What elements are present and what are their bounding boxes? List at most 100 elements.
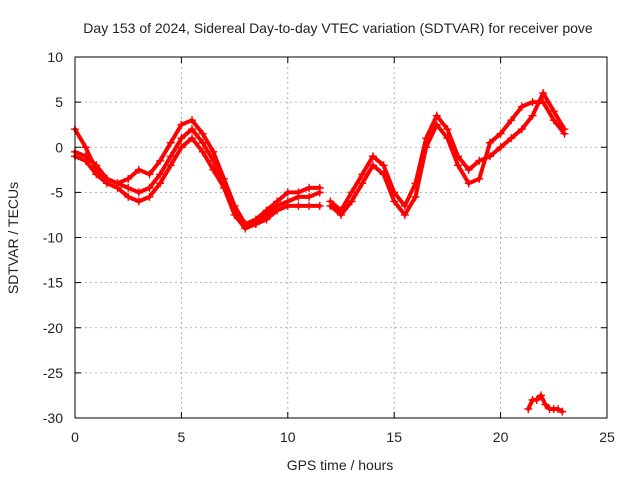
series-arc-c: [71, 134, 324, 233]
data-point: [517, 102, 526, 111]
data-point: [273, 206, 282, 215]
data-point: [443, 134, 452, 143]
chart-title: Day 153 of 2024, Sidereal Day-to-day VTE…: [83, 20, 593, 36]
data-point: [166, 152, 175, 161]
x-tick-label: 5: [178, 429, 186, 445]
data-point: [528, 111, 537, 120]
data-point: [124, 192, 133, 201]
data-point: [368, 161, 377, 170]
data-point: [219, 183, 228, 192]
data-point: [102, 179, 111, 188]
y-axis-label: SDTVAR / TECUs: [5, 182, 21, 294]
data-point: [539, 98, 548, 107]
data-point: [177, 134, 186, 143]
data-point: [541, 400, 550, 409]
data-point: [156, 179, 165, 188]
x-tick-label: 20: [493, 429, 509, 445]
data-point: [81, 156, 90, 165]
data-point: [177, 120, 186, 129]
data-point: [475, 174, 484, 183]
x-tick-label: 25: [599, 429, 615, 445]
data-point: [485, 138, 494, 147]
x-tick-label: 0: [71, 429, 79, 445]
data-point: [337, 210, 345, 219]
y-tick-label: -5: [51, 184, 64, 200]
data-point: [537, 391, 546, 400]
y-tick-label: 0: [55, 139, 63, 155]
series-layer: [71, 89, 569, 416]
data-point: [241, 224, 250, 233]
data-point: [209, 147, 218, 156]
data-point: [166, 138, 175, 147]
data-point: [560, 129, 569, 138]
data-point: [209, 165, 218, 174]
data-point: [549, 107, 558, 116]
data-point: [524, 404, 533, 413]
data-point: [496, 143, 505, 152]
data-point: [145, 170, 154, 179]
data-point: [209, 156, 218, 165]
data-point: [368, 152, 377, 161]
data-point: [294, 192, 303, 201]
data-point: [92, 161, 101, 170]
data-point: [326, 201, 335, 210]
data-point: [198, 138, 207, 147]
data-point: [124, 174, 133, 183]
data-point: [379, 161, 388, 170]
data-point: [156, 156, 165, 165]
data-point: [532, 395, 541, 404]
data-point: [166, 161, 175, 170]
data-point: [251, 219, 260, 228]
data-point: [198, 129, 207, 138]
series-arc-f: [524, 391, 567, 416]
data-point: [496, 129, 505, 138]
data-point: [443, 125, 452, 134]
data-point: [358, 179, 367, 188]
data-point: [358, 170, 367, 179]
data-point: [124, 183, 133, 192]
data-point: [230, 210, 239, 219]
data-point: [475, 156, 484, 165]
data-point: [400, 210, 409, 219]
data-point: [432, 120, 441, 129]
data-point: [507, 116, 516, 125]
data-point: [390, 197, 399, 206]
data-point: [422, 143, 431, 152]
ticks-layer: 0 5 10 15 20 25 -30 -25 -20 -15 -10 -5 0 5 10: [43, 49, 615, 445]
data-point: [379, 170, 388, 179]
x-axis-label: GPS time / hours: [287, 457, 394, 473]
grid-layer: [75, 57, 607, 418]
data-point: [283, 188, 292, 197]
data-point: [539, 89, 548, 98]
y-tick-label: -25: [43, 365, 63, 381]
data-point: [283, 201, 292, 210]
data-point: [315, 188, 324, 197]
data-point: [145, 183, 154, 192]
data-point: [188, 125, 197, 134]
data-point: [198, 147, 207, 156]
data-point: [305, 201, 314, 210]
data-point: [554, 404, 563, 413]
y-tick-label: 10: [47, 49, 63, 65]
x-tick-label: 15: [386, 429, 402, 445]
data-point: [156, 170, 165, 179]
data-point: [464, 179, 473, 188]
series-line: [73, 136, 322, 231]
data-point: [145, 192, 154, 201]
data-point: [177, 143, 186, 152]
data-point: [305, 192, 314, 201]
data-point: [113, 183, 122, 192]
data-point: [432, 111, 441, 120]
data-point: [400, 201, 409, 210]
y-tick-label: -15: [43, 275, 63, 291]
y-tick-label: -30: [43, 410, 63, 426]
data-point: [188, 116, 197, 125]
data-point: [347, 188, 356, 197]
y-tick-label: 5: [55, 94, 63, 110]
x-tick-label: 10: [280, 429, 296, 445]
data-point: [92, 170, 101, 179]
data-point: [315, 201, 324, 210]
data-point: [262, 215, 271, 224]
